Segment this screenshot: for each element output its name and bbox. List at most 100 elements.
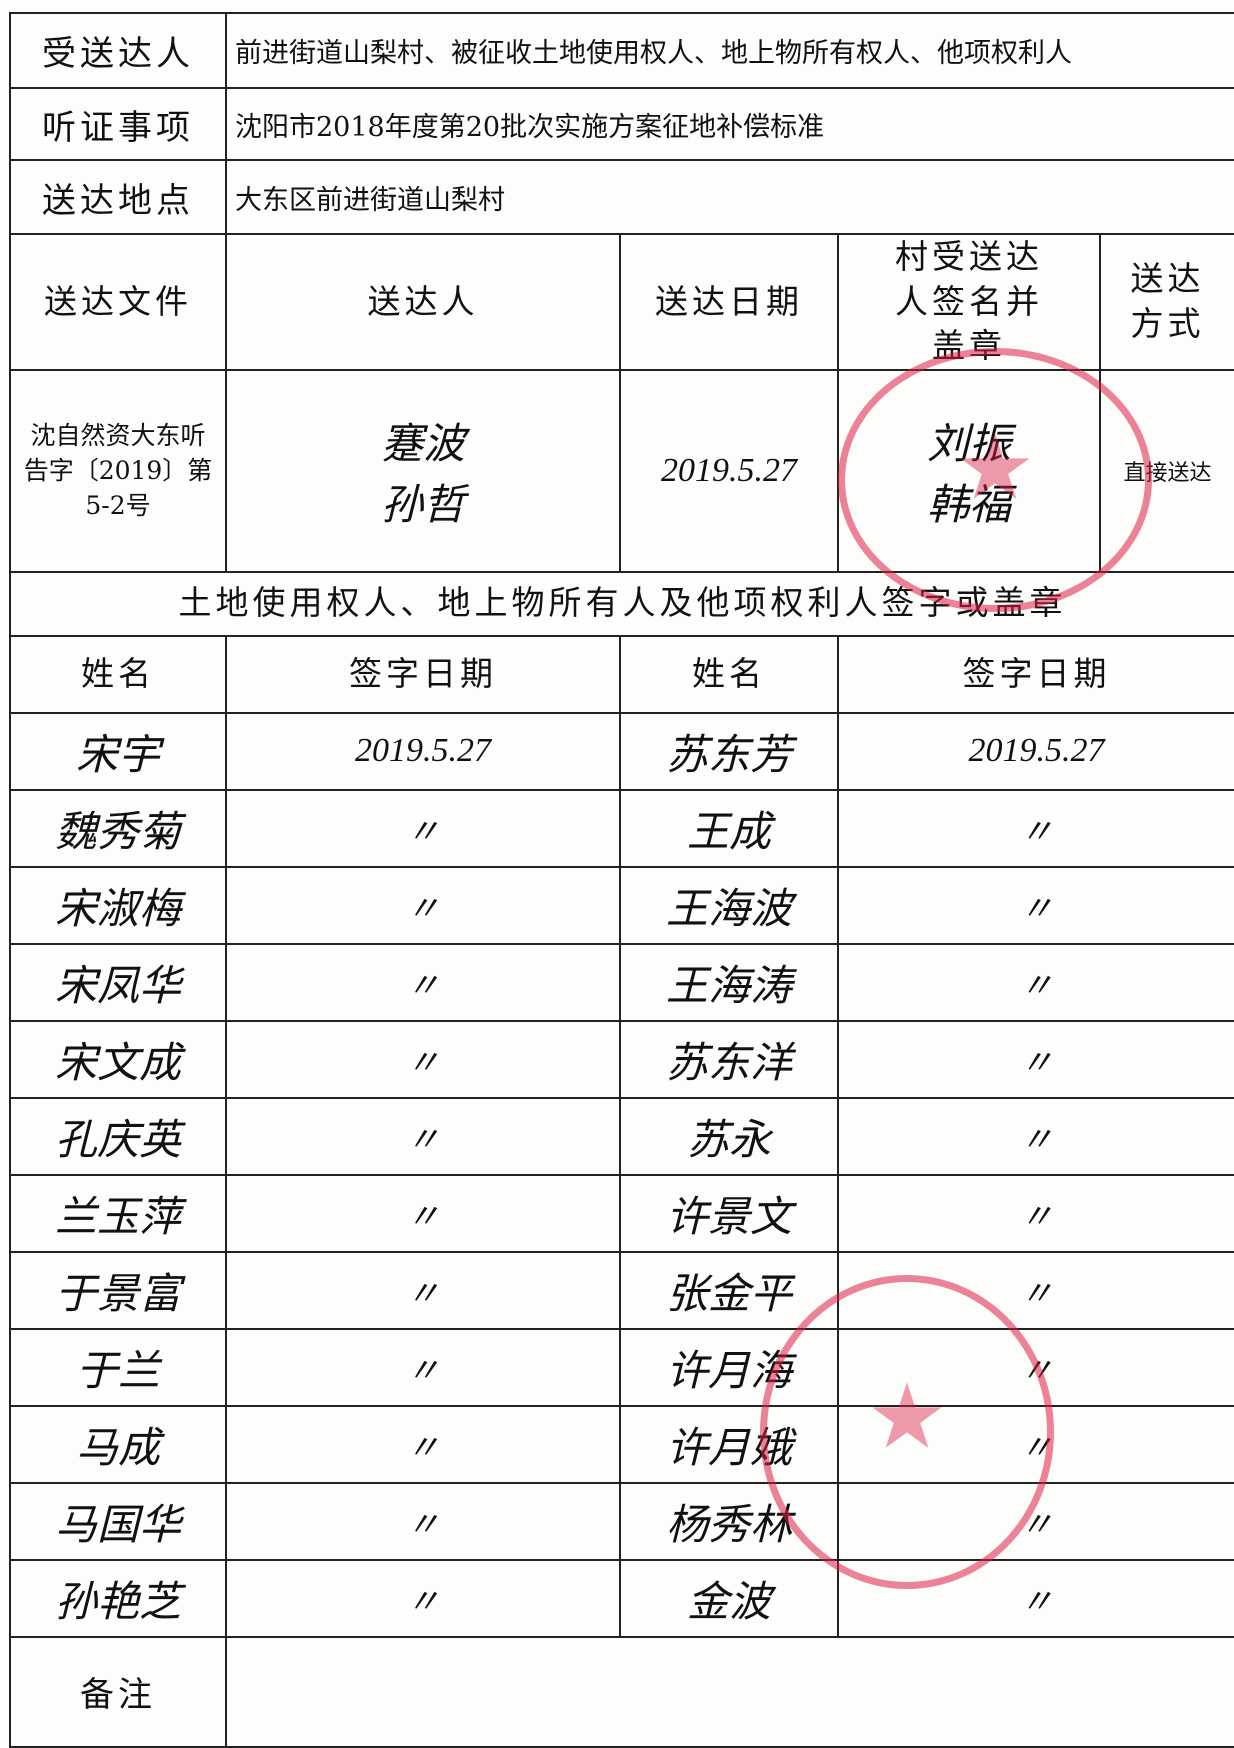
remark-row: 备注 xyxy=(9,1635,1234,1748)
header-cell: 送达方式 xyxy=(1099,233,1234,371)
sign-date: 〃 xyxy=(225,1481,621,1561)
row: 送达地点 大东区前进街道山梨村 xyxy=(9,159,1234,235)
field-value: 前进街道山梨村、被征收土地使用权人、地上物所有权人、他项权利人 xyxy=(225,12,1234,89)
sign-date: 〃 xyxy=(225,1019,621,1099)
signature-row: 于景富〃张金平〃 xyxy=(9,1250,1234,1330)
sign-date: 〃 xyxy=(225,1327,621,1407)
name: 魏秀菊 xyxy=(9,788,227,868)
sign-date: 〃 xyxy=(837,1019,1234,1099)
name: 杨秀林 xyxy=(619,1481,839,1561)
field-label: 受送达人 xyxy=(9,12,227,89)
sign-date: 〃 xyxy=(837,942,1234,1022)
delivery-date: 2019.5.27 xyxy=(619,368,839,573)
name: 于景富 xyxy=(9,1250,227,1330)
name: 王成 xyxy=(619,788,839,868)
name: 马成 xyxy=(9,1404,227,1484)
name: 许月海 xyxy=(619,1327,839,1407)
sign-date: 〃 xyxy=(225,942,621,1022)
header-cell: 送达文件 xyxy=(9,233,227,371)
sign-date: 〃 xyxy=(225,1404,621,1484)
sign-date: 〃 xyxy=(837,1481,1234,1561)
field-label: 听证事项 xyxy=(9,87,227,161)
name: 于兰 xyxy=(9,1327,227,1407)
header-cell: 姓名 xyxy=(9,634,227,714)
row: 送达文件 送达人 送达日期 村受送达人签名并盖章 送达方式 xyxy=(9,233,1234,371)
name: 宋淑梅 xyxy=(9,865,227,945)
sign-date: 〃 xyxy=(837,788,1234,868)
signature-row: 马成〃许月娥〃 xyxy=(9,1404,1234,1484)
name: 张金平 xyxy=(619,1250,839,1330)
field-label: 送达地点 xyxy=(9,159,227,235)
header-text: 送达方式 xyxy=(1130,259,1205,343)
name: 兰玉萍 xyxy=(9,1173,227,1253)
name: 王海波 xyxy=(619,865,839,945)
field-value: 沈阳市2018年度第20批次实施方案征地补偿标准 xyxy=(225,87,1234,161)
name: 宋凤华 xyxy=(9,942,227,1022)
row: 土地使用权人、地上物所有人及他项权利人签字或盖章 xyxy=(9,570,1234,637)
field-value: 大东区前进街道山梨村 xyxy=(225,159,1234,235)
name: 金波 xyxy=(619,1558,839,1638)
row: 听证事项 沈阳市2018年度第20批次实施方案征地补偿标准 xyxy=(9,87,1234,161)
signature-row: 于兰〃许月海〃 xyxy=(9,1327,1234,1407)
signature-row: 宋宇 2019.5.27 苏东芳 2019.5.27 xyxy=(9,711,1234,791)
header-cell: 签字日期 xyxy=(225,634,621,714)
signature-row: 魏秀菊〃王成〃 xyxy=(9,788,1234,868)
signature-row: 宋凤华〃王海涛〃 xyxy=(9,942,1234,1022)
village-signers: 刘振 韩福 xyxy=(837,368,1101,573)
sign-date: 〃 xyxy=(225,788,621,868)
sign-date: 〃 xyxy=(837,1250,1234,1330)
sign-date: 〃 xyxy=(837,1096,1234,1176)
row: 受送达人 前进街道山梨村、被征收土地使用权人、地上物所有权人、他项权利人 xyxy=(9,12,1234,89)
delivery-method: 直接送达 xyxy=(1099,368,1234,573)
sign-date: 〃 xyxy=(225,865,621,945)
name: 许景文 xyxy=(619,1173,839,1253)
header-cell: 送达人 xyxy=(225,233,621,371)
sign-date: 〃 xyxy=(225,1250,621,1330)
form-table: 受送达人 前进街道山梨村、被征收土地使用权人、地上物所有权人、他项权利人 听证事项… xyxy=(9,12,1234,1748)
sign-date: 〃 xyxy=(225,1096,621,1176)
name: 马国华 xyxy=(9,1481,227,1561)
sign-date: 〃 xyxy=(837,865,1234,945)
signature: 韩福 xyxy=(926,482,1011,529)
name: 苏东芳 xyxy=(619,711,839,791)
sign-date: 〃 xyxy=(837,1404,1234,1484)
name: 许月娥 xyxy=(619,1404,839,1484)
name: 苏永 xyxy=(619,1096,839,1176)
name: 王海涛 xyxy=(619,942,839,1022)
row: 姓名 签字日期 姓名 签字日期 xyxy=(9,634,1234,714)
sign-date: 〃 xyxy=(837,1327,1234,1407)
header-cell: 送达日期 xyxy=(619,233,839,371)
signature: 蹇波 xyxy=(380,421,465,468)
section-title: 土地使用权人、地上物所有人及他项权利人签字或盖章 xyxy=(9,570,1234,637)
header-cell: 姓名 xyxy=(619,634,839,714)
signature-row: 马国华〃杨秀林〃 xyxy=(9,1481,1234,1561)
sign-date: 2019.5.27 xyxy=(837,711,1234,791)
sign-date: 〃 xyxy=(837,1173,1234,1253)
name: 宋宇 xyxy=(9,711,227,791)
sign-date: 2019.5.27 xyxy=(225,711,621,791)
header-cell: 签字日期 xyxy=(837,634,1234,714)
form-body: 受送达人 前进街道山梨村、被征收土地使用权人、地上物所有权人、他项权利人 听证事项… xyxy=(9,12,1234,1748)
signature-row: 兰玉萍〃许景文〃 xyxy=(9,1173,1234,1253)
header-cell: 村受送达人签名并盖章 xyxy=(837,233,1101,371)
document-number: 沈自然资大东听告字〔2019〕第5-2号 xyxy=(9,368,227,573)
name: 孔庆英 xyxy=(9,1096,227,1176)
name: 苏东洋 xyxy=(619,1019,839,1099)
signature-row: 孙艳芝〃金波〃 xyxy=(9,1558,1234,1638)
signature-row: 宋淑梅〃王海波〃 xyxy=(9,865,1234,945)
name: 宋文成 xyxy=(9,1019,227,1099)
signature-row: 宋文成〃苏东洋〃 xyxy=(9,1019,1234,1099)
signature: 孙哲 xyxy=(380,482,465,529)
signature-row: 孔庆英〃苏永〃 xyxy=(9,1096,1234,1176)
remark-value xyxy=(225,1635,1234,1748)
name: 孙艳芝 xyxy=(9,1558,227,1638)
sign-date: 〃 xyxy=(225,1558,621,1638)
row: 沈自然资大东听告字〔2019〕第5-2号 蹇波孙哲 2019.5.27 刘振韩福… xyxy=(9,368,1234,573)
sign-date: 〃 xyxy=(225,1173,621,1253)
remark-label: 备注 xyxy=(9,1635,227,1748)
sign-date: 〃 xyxy=(837,1558,1234,1638)
deliverers: 蹇波 孙哲 xyxy=(225,368,621,573)
header-text: 村受送达人签名并盖章 xyxy=(895,237,1043,366)
signature: 刘振 xyxy=(926,421,1011,468)
